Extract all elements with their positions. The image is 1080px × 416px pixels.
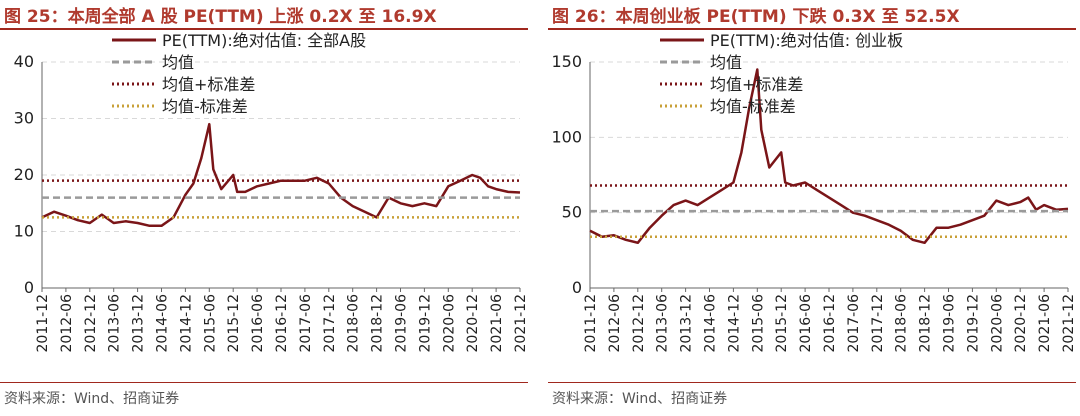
y-tick-label: 30	[14, 109, 34, 128]
legend-label: 均值+标准差	[162, 75, 255, 94]
x-tick-label: 2014-12	[726, 294, 742, 353]
x-tick-label: 2017-06	[846, 294, 862, 353]
x-tick-label: 2016-06	[250, 294, 266, 353]
x-tick-label: 2020-12	[1013, 294, 1029, 353]
x-tick-label: 2012-06	[607, 294, 623, 353]
y-tick-label: 100	[551, 127, 582, 146]
y-tick-label: 20	[14, 165, 34, 184]
x-tick-label: 2011-12	[583, 294, 599, 353]
x-tick-label: 2016-12	[822, 294, 838, 353]
chart-panel-all-a-shares: 图 25：本周全部 A 股 PE(TTM) 上涨 0.2X 至 16.9X 0 1…	[0, 0, 530, 416]
figure-title: 图 26：本周创业板 PE(TTM) 下跌 0.3X 至 52.5X	[552, 7, 960, 27]
x-tick-label: 2012-12	[631, 294, 647, 353]
x-tick-label: 2019-12	[417, 294, 433, 353]
y-tick-label: 150	[551, 52, 582, 71]
legend-label: 均值-标准差	[710, 97, 796, 116]
x-tick-label: 2019-06	[394, 294, 410, 353]
series-line-pe	[589, 68, 1069, 245]
x-tick-label: 2012-12	[83, 294, 99, 353]
x-tick-label: 2013-06	[655, 294, 671, 353]
x-tick-label: 2020-06	[441, 294, 457, 353]
x-tick-label: 2016-06	[798, 294, 814, 353]
y-tick-label: 10	[14, 222, 34, 241]
x-tick-label: 2013-12	[131, 294, 147, 353]
x-tick-label: 2021-06	[489, 294, 505, 353]
x-tick-label: 2018-12	[370, 294, 386, 353]
x-tick-label: 2015-06	[750, 294, 766, 353]
legend-label: PE(TTM):绝对估值: 创业板	[710, 31, 903, 50]
chart-panel-chinext: 图 26：本周创业板 PE(TTM) 下跌 0.3X 至 52.5X 0 50 10…	[548, 0, 1078, 416]
x-tick-label: 2013-06	[107, 294, 123, 353]
title-rule	[548, 28, 1076, 30]
x-tick-label: 2014-06	[155, 294, 171, 353]
y-tick-label: 40	[14, 52, 34, 71]
pe-chart-all-a-shares: 0 10 20 30 40 2011-12 2012-06 2012-12 2013-06 201…	[14, 31, 529, 353]
pe-chart-chinext: 0 50 100 150 2011-12 2012-06 2012-12 2013-06 201…	[551, 31, 1077, 353]
legend-label: 均值	[162, 53, 194, 72]
figure-title: 图 25：本周全部 A 股 PE(TTM) 上涨 0.2X 至 16.9X	[4, 7, 437, 27]
x-tick-label: 2021-12	[513, 294, 529, 353]
title-rule	[0, 28, 528, 30]
source-rule	[0, 382, 528, 383]
source-note: 资料来源：Wind、招商证券	[4, 391, 180, 407]
x-tick-label: 2016-12	[274, 294, 290, 353]
y-tick-label: 50	[562, 203, 582, 222]
x-tick-label: 2011-12	[35, 294, 51, 353]
x-tick-label: 2021-12	[1061, 294, 1077, 353]
x-tick-label: 2020-12	[465, 294, 481, 353]
x-tick-label: 2018-12	[918, 294, 934, 353]
x-tick-label: 2019-06	[942, 294, 958, 353]
x-tick-label: 2014-12	[178, 294, 194, 353]
x-tick-label: 2017-12	[870, 294, 886, 353]
y-tick-label: 0	[572, 278, 582, 297]
x-tick-label: 2020-06	[989, 294, 1005, 353]
x-tick-label: 2019-12	[965, 294, 981, 353]
x-tick-label: 2018-06	[346, 294, 362, 353]
legend-label: 均值	[710, 53, 742, 72]
source-note: 资料来源：Wind、招商证券	[552, 391, 728, 407]
x-tick-label: 2012-06	[59, 294, 75, 353]
y-tick-label: 0	[24, 278, 34, 297]
x-tick-label: 2017-06	[298, 294, 314, 353]
x-tick-label: 2013-12	[679, 294, 695, 353]
legend-label: 均值+标准差	[710, 75, 803, 94]
series-line-pe	[41, 122, 521, 228]
source-rule	[548, 382, 1076, 383]
x-tick-label: 2018-06	[894, 294, 910, 353]
x-tick-label: 2015-06	[202, 294, 218, 353]
x-tick-label: 2015-12	[226, 294, 242, 353]
x-tick-label: 2021-06	[1037, 294, 1053, 353]
legend-label: PE(TTM):绝对估值: 全部A股	[162, 31, 366, 50]
legend-label: 均值-标准差	[162, 97, 248, 116]
x-tick-label: 2015-12	[774, 294, 790, 353]
x-tick-label: 2017-12	[322, 294, 338, 353]
x-tick-label: 2014-06	[703, 294, 719, 353]
